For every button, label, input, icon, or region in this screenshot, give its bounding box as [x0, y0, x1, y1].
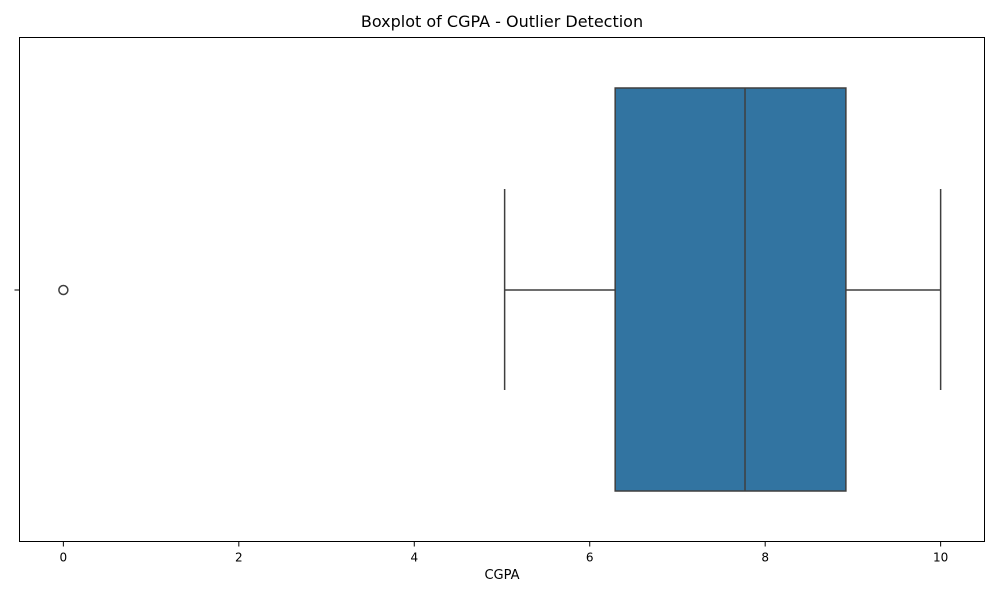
x-tick-label: 6 — [586, 551, 594, 565]
x-tick-label: 8 — [761, 551, 769, 565]
x-tick-label: 0 — [60, 551, 68, 565]
outlier-point — [58, 284, 69, 296]
x-tick-label: 2 — [235, 551, 243, 565]
boxplot — [58, 87, 942, 492]
x-tick-label: 4 — [410, 551, 418, 565]
x-axis: 0 2 4 6 8 10 — [60, 541, 948, 565]
x-axis-label: CGPA — [484, 568, 520, 583]
x-tick-label: 10 — [933, 551, 948, 565]
iqr-box — [614, 87, 847, 492]
chart-title: Boxplot of CGPA - Outlier Detection — [360, 12, 644, 31]
